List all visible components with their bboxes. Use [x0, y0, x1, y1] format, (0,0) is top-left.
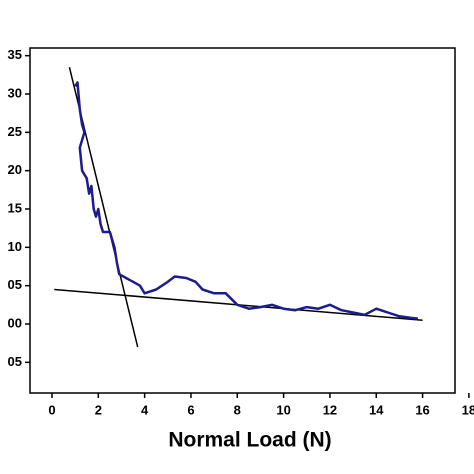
y-tick-label: 15: [8, 200, 22, 215]
x-tick-label: 12: [323, 402, 337, 417]
data-line: [74, 81, 419, 320]
x-tick-label: 10: [276, 402, 290, 417]
y-tick-label: 05: [8, 277, 22, 292]
y-tick-label: 35: [8, 47, 22, 62]
x-tick-label: 18: [462, 402, 474, 417]
x-axis-label: Normal Load (N): [168, 429, 331, 452]
y-tick-label: 20: [8, 162, 22, 177]
y-tick-label: 00: [8, 315, 22, 330]
x-tick-label: 14: [369, 402, 384, 417]
x-tick-label: 8: [234, 402, 241, 417]
y-tick-label: 25: [8, 124, 22, 139]
y-tick-label: 30: [8, 85, 22, 100]
x-tick-label: 16: [415, 402, 429, 417]
y-tick-label: 10: [8, 239, 22, 254]
x-tick-label: 4: [141, 402, 149, 417]
x-tick-label: 2: [95, 402, 102, 417]
x-tick-label: 0: [48, 402, 55, 417]
y-tick-label: 05: [8, 354, 22, 369]
x-tick-label: 6: [187, 402, 194, 417]
plot-frame: [29, 47, 456, 394]
